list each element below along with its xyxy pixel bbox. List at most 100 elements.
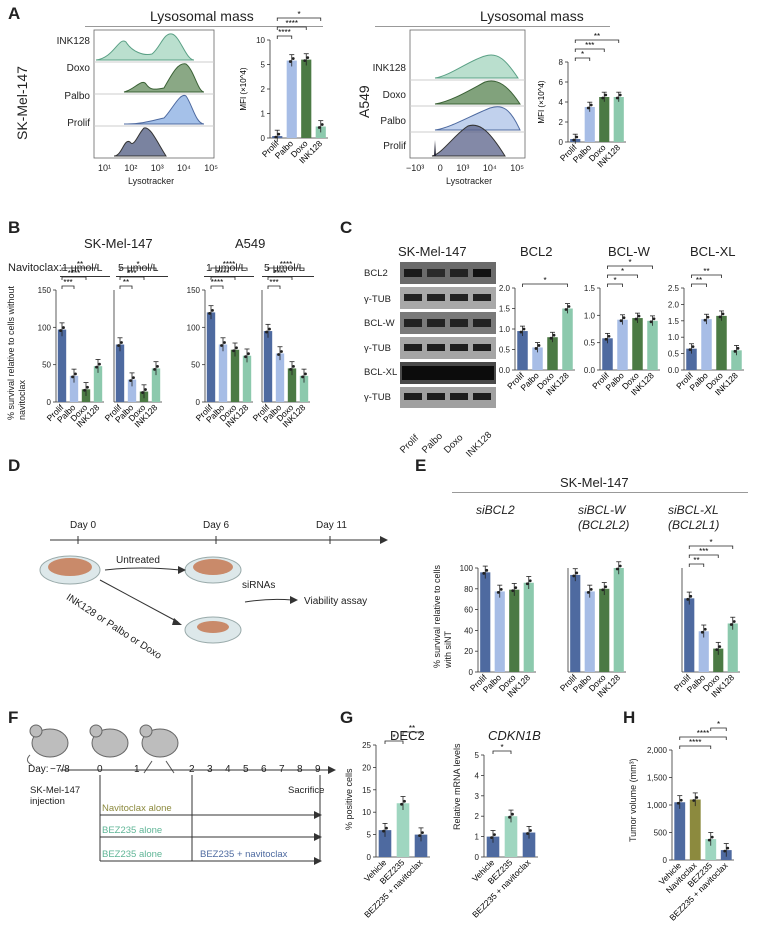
chart-y-tick-label: 0.5	[668, 350, 680, 359]
c-blot-row-tub2: γ-TUB	[364, 343, 391, 354]
significance-label: *	[628, 258, 631, 267]
f-arrowhead	[314, 811, 322, 819]
data-point	[732, 620, 736, 623]
significance-label: ****	[211, 278, 223, 287]
chart-y-tick-label: 0	[559, 138, 564, 147]
data-point	[220, 344, 223, 347]
bar	[599, 97, 610, 142]
d-day6: Day 6	[203, 520, 230, 531]
bar	[674, 802, 686, 860]
panel-label-f: F	[8, 708, 19, 727]
c-title-bclxl: BCL-XL	[690, 244, 736, 259]
significance-bracket	[402, 731, 422, 735]
significance-label: *	[581, 50, 584, 59]
significance-label: ****	[278, 28, 290, 37]
significance-bracket	[607, 265, 653, 269]
blot-band	[450, 269, 468, 277]
chart-y-tick-label: 10	[256, 36, 265, 45]
data-point	[83, 388, 86, 392]
d-day11: Day 11	[316, 520, 347, 531]
significance-bracket	[276, 26, 307, 30]
chart-y-tick-label: 1.5	[668, 317, 680, 326]
data-point	[418, 834, 421, 837]
blot-band	[473, 319, 491, 327]
chart-y-tick-label: 6	[559, 78, 564, 87]
data-point	[493, 833, 496, 836]
bar	[632, 318, 643, 370]
c-western-blot	[400, 262, 496, 408]
chart-y-tick-label: 1	[261, 110, 266, 119]
blot-band	[427, 269, 445, 277]
a-left-histogram	[93, 29, 215, 159]
f-mouse-icon	[139, 724, 179, 774]
data-point	[618, 564, 622, 568]
data-point	[715, 648, 719, 651]
bar	[504, 816, 518, 857]
bar	[584, 591, 595, 672]
data-point	[211, 309, 214, 312]
data-point	[485, 568, 489, 572]
bar	[547, 337, 558, 370]
a-right-row-doxo: Doxo	[382, 90, 406, 101]
bar	[613, 568, 624, 672]
chart-y-label: MFI (×10^4)	[239, 67, 248, 110]
chart-y-tick-label: 0.0	[499, 366, 511, 375]
data-point	[688, 348, 692, 352]
data-point	[604, 585, 608, 589]
significance-bracket	[119, 276, 145, 280]
data-point	[59, 329, 62, 332]
chart-y-tick-label: 40	[464, 626, 473, 635]
chart-y-tick-label: 100	[460, 564, 474, 573]
a-right-hist-prolif	[431, 124, 506, 157]
d-arrowhead	[290, 596, 298, 604]
data-point	[607, 334, 611, 338]
data-point	[726, 846, 730, 850]
f-arm-bez: BEZ235 alone	[102, 825, 163, 836]
chart-y-tick-label: 0	[367, 853, 372, 862]
bar	[517, 331, 528, 370]
f-day: 0	[97, 764, 103, 775]
c-blot-row-tub1: γ-TUB	[364, 294, 391, 305]
a-right-hist-ink128	[434, 54, 519, 79]
chart-y-tick-label: 1,000	[647, 801, 668, 810]
b-right-title: A549	[235, 236, 266, 251]
data-point	[552, 333, 556, 337]
significance-bracket	[522, 283, 568, 287]
blot-tub-bg	[400, 337, 496, 359]
f-day-label: Day:	[28, 764, 49, 775]
f-schedule-diagram	[26, 724, 336, 865]
data-point	[156, 365, 159, 368]
significance-bracket	[61, 276, 87, 280]
data-point	[710, 835, 714, 839]
chart-y-tick-label: 0	[469, 668, 474, 677]
blot-band	[404, 294, 422, 301]
data-point	[223, 341, 226, 344]
data-point	[421, 831, 424, 834]
bar	[57, 329, 67, 402]
blot-tub-bg	[400, 387, 496, 408]
bar	[570, 574, 581, 672]
significance-bracket	[276, 35, 293, 39]
a-right-row-ink128: INK128	[372, 63, 406, 74]
significance-label: **	[594, 32, 600, 41]
data-point	[723, 849, 727, 853]
data-point	[700, 630, 704, 634]
bar	[115, 344, 125, 402]
chart-y-tick-label: 2	[559, 118, 564, 127]
blot-band	[404, 393, 422, 400]
a-left-hist-doxo	[123, 63, 205, 93]
bar	[206, 312, 216, 402]
f-day: 6	[261, 764, 267, 775]
data-point	[74, 372, 77, 376]
bar	[686, 348, 697, 370]
significance-bracket	[691, 283, 707, 287]
blot-band	[402, 366, 494, 380]
data-point	[692, 799, 696, 802]
bar	[617, 319, 628, 370]
bar	[69, 375, 79, 402]
blot-band	[473, 294, 491, 301]
bar	[486, 836, 500, 857]
chart-y-tick-label: 0	[47, 398, 52, 407]
data-point	[706, 315, 710, 319]
